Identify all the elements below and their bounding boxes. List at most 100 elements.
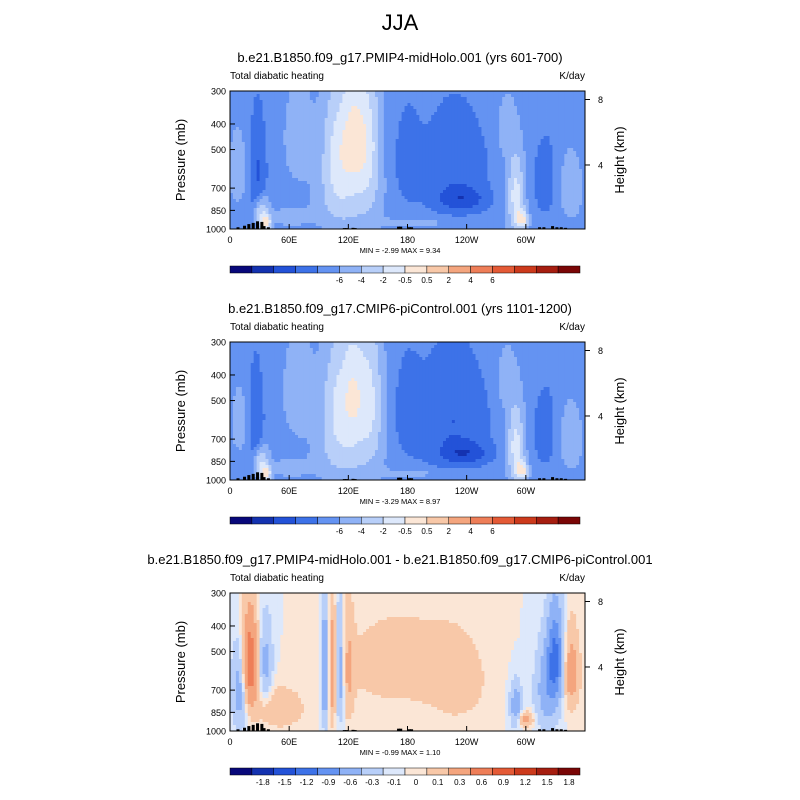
heatmap-cell — [454, 166, 459, 170]
heatmap-cell — [377, 208, 382, 212]
heatmap-cell — [386, 145, 391, 149]
heatmap-cell — [573, 118, 577, 122]
heatmap-cell — [345, 163, 349, 167]
heatmap-cell — [354, 214, 358, 218]
heatmap-cell — [386, 175, 391, 179]
heatmap-cell — [511, 196, 515, 200]
heatmap-cell — [445, 178, 450, 182]
heatmap-cell — [573, 106, 577, 110]
heatmap-cell — [463, 145, 468, 149]
heatmap-cell — [327, 175, 331, 179]
heatmap-cell — [457, 97, 462, 101]
heatmap-cell — [516, 121, 521, 125]
heatmap-cell — [238, 181, 243, 185]
heatmap-cell — [549, 100, 553, 104]
heatmap-cell — [238, 178, 243, 182]
heatmap-cell — [298, 139, 302, 143]
heatmap-cell — [469, 130, 473, 134]
heatmap-cell — [259, 187, 263, 191]
heatmap-cell — [425, 178, 429, 182]
heatmap-cell — [262, 91, 266, 95]
heatmap-cell — [389, 124, 394, 128]
heatmap-cell — [386, 157, 391, 161]
heatmap-cell — [309, 184, 314, 188]
heatmap-cell — [493, 148, 497, 152]
heatmap-cell — [351, 208, 355, 212]
heatmap-cell — [475, 163, 479, 167]
heatmap-cell — [472, 208, 476, 212]
heatmap-cell — [410, 169, 414, 173]
heatmap-cell — [466, 154, 471, 158]
heatmap-cell — [298, 178, 302, 182]
heatmap-cell — [463, 175, 468, 179]
heatmap-cell — [330, 142, 334, 146]
heatmap-cell — [292, 118, 296, 122]
heatmap-cell — [469, 154, 473, 158]
heatmap-cell — [327, 103, 331, 107]
heatmap-cell — [253, 175, 258, 179]
heatmap-cell — [516, 115, 521, 119]
heatmap-cell — [357, 94, 361, 98]
heatmap-cell — [292, 214, 296, 218]
heatmap-cell — [425, 106, 429, 110]
heatmap-cell — [265, 196, 269, 200]
heatmap-cell — [336, 154, 340, 158]
heatmap-cell — [496, 124, 500, 128]
heatmap-cell — [321, 163, 326, 167]
heatmap-cell — [395, 184, 400, 188]
heatmap-cell — [487, 202, 491, 206]
heatmap-cell — [505, 166, 509, 170]
heatmap-cell — [576, 103, 580, 107]
heatmap-cell — [268, 163, 272, 167]
heatmap-cell — [389, 205, 394, 209]
heatmap-cell — [460, 157, 465, 161]
heatmap-cell — [377, 142, 382, 146]
heatmap-cell — [451, 184, 456, 188]
heatmap-cell — [392, 133, 397, 137]
heatmap-cell — [401, 91, 405, 95]
heatmap-cell — [448, 166, 453, 170]
heatmap-cell — [369, 163, 373, 167]
heatmap-cell — [469, 178, 473, 182]
heatmap-cell — [428, 187, 432, 191]
heatmap-cell — [265, 205, 269, 209]
heatmap-cell — [238, 94, 243, 98]
heatmap-cell — [425, 151, 429, 155]
heatmap-cell — [398, 103, 402, 107]
heatmap-cell — [253, 100, 258, 104]
heatmap-cell — [422, 178, 426, 182]
heatmap-cell — [363, 94, 367, 98]
heatmap-cell — [516, 124, 521, 128]
heatmap-cell — [540, 208, 544, 212]
heatmap-cell — [404, 181, 408, 185]
heatmap-cell — [519, 97, 524, 101]
heatmap-cell — [401, 196, 405, 200]
heatmap-cell — [301, 187, 305, 191]
heatmap-cell — [481, 118, 485, 122]
heatmap-cell — [496, 193, 500, 197]
heatmap-cell — [410, 181, 414, 185]
heatmap-cell — [235, 103, 240, 107]
heatmap-cell — [351, 97, 355, 101]
heatmap-cell — [318, 157, 323, 161]
heatmap-cell — [342, 169, 346, 173]
heatmap-cell — [366, 181, 370, 185]
heatmap-cell — [256, 193, 260, 197]
heatmap-cell — [413, 202, 417, 206]
heatmap-cell — [437, 166, 441, 170]
heatmap-cell — [440, 145, 444, 149]
heatmap-cell — [345, 94, 349, 98]
heatmap-cell — [348, 103, 352, 107]
heatmap-cell — [360, 151, 364, 155]
heatmap-cell — [579, 142, 583, 146]
heatmap-cell — [321, 106, 326, 110]
heatmap-cell — [392, 139, 397, 143]
heatmap-cell — [342, 142, 346, 146]
heatmap-cell — [546, 97, 550, 101]
heatmap-cell — [555, 118, 559, 122]
heatmap-cell — [277, 193, 281, 197]
heatmap-cell — [363, 214, 367, 218]
heatmap-cell — [525, 190, 530, 194]
heatmap-cell — [280, 136, 284, 140]
heatmap-cell — [534, 142, 539, 146]
